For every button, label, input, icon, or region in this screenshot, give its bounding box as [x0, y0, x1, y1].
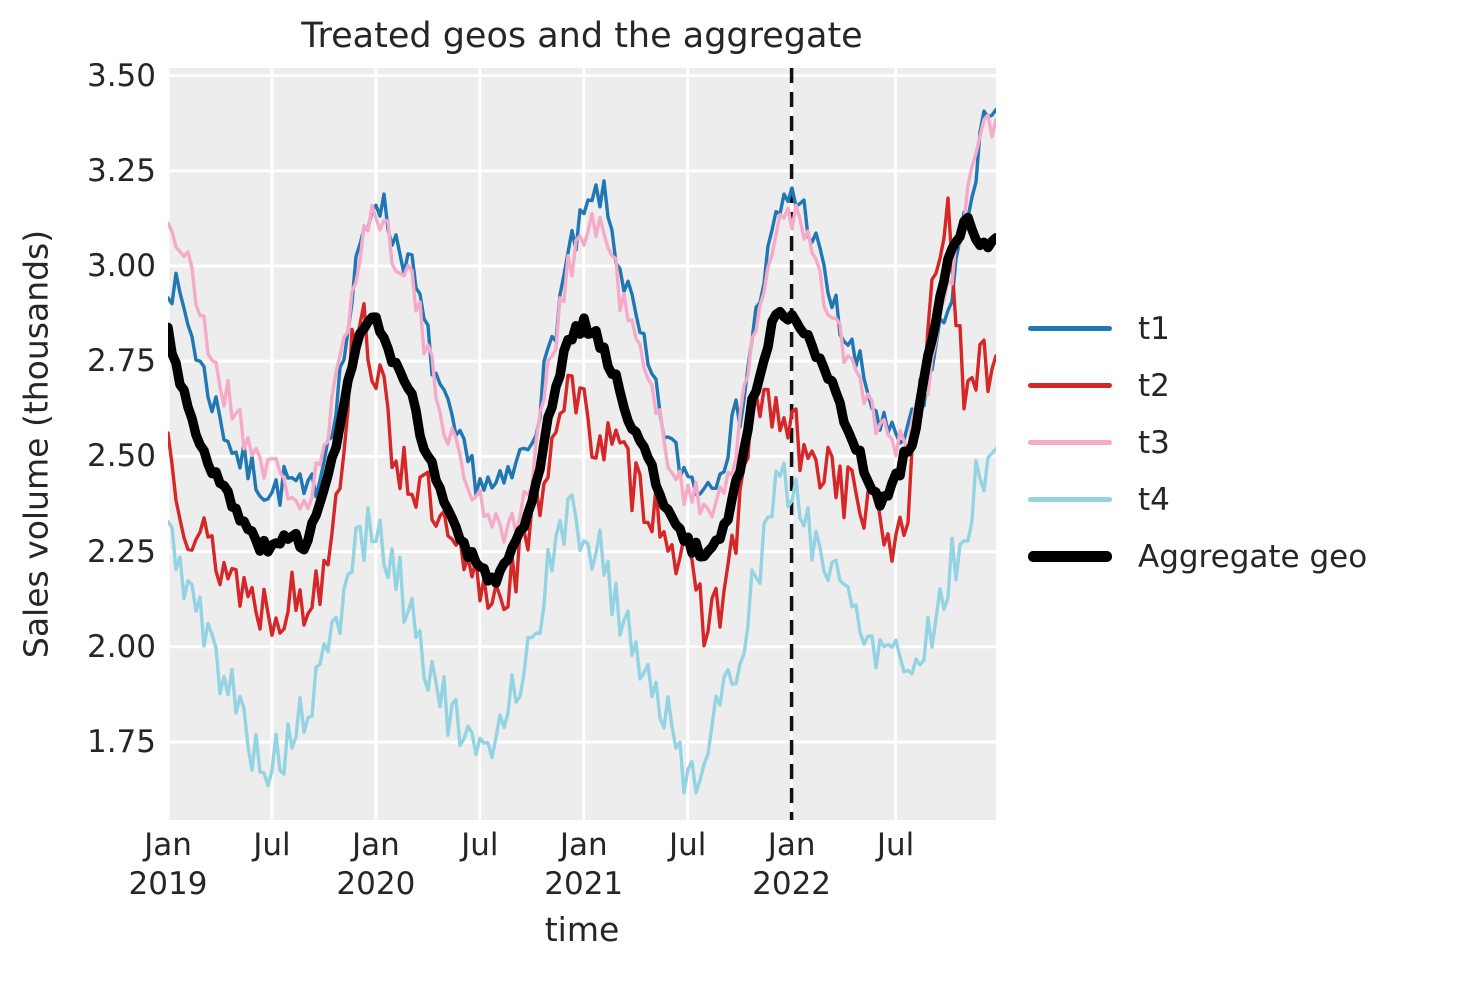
legend-label-t1: t1 — [1138, 310, 1170, 347]
y-tick-label: 3.25 — [86, 152, 156, 189]
x-tick-label: Jul — [876, 827, 915, 863]
y-tick-label: 3.50 — [86, 57, 156, 94]
x-tick-label: Jan 2020 — [336, 827, 416, 902]
y-tick-label: 2.75 — [86, 343, 156, 380]
x-tick-label: Jul — [461, 827, 499, 863]
x-tick-label: Jul — [253, 827, 291, 863]
legend-label-t3: t3 — [1138, 424, 1170, 461]
series-line-t2 — [168, 196, 996, 648]
legend-item-t2: t2 — [1028, 357, 1367, 414]
y-tick-label: 2.25 — [86, 533, 156, 570]
x-tick-label: Jan 2019 — [128, 827, 208, 902]
legend-line-icon — [1028, 326, 1112, 331]
legend-label-t4: t4 — [1138, 481, 1170, 518]
legend-line-icon — [1028, 440, 1112, 445]
legend-line-icon — [1028, 383, 1112, 388]
y-tick-label: 2.00 — [86, 628, 156, 665]
legend: t1 t2 t3 t4 Aggregate geo — [1028, 300, 1367, 585]
series-line-t3 — [168, 113, 996, 544]
legend-line-icon — [1028, 497, 1112, 502]
legend-label-aggregate-geo: Aggregate geo — [1138, 538, 1368, 575]
legend-item-t1: t1 — [1028, 300, 1367, 357]
legend-item-t3: t3 — [1028, 414, 1367, 471]
legend-line-icon — [1028, 551, 1112, 562]
x-tick-label: Jan 2022 — [752, 827, 832, 902]
legend-item-t4: t4 — [1028, 471, 1367, 528]
y-tick-label: 1.75 — [86, 723, 156, 760]
series-line-t4 — [168, 447, 996, 795]
legend-item-aggregate-geo: Aggregate geo — [1028, 528, 1367, 585]
x-axis-label: time — [544, 910, 620, 949]
legend-label-t2: t2 — [1138, 367, 1170, 404]
series-line-aggregate-geo — [168, 212, 996, 588]
series-line-t1 — [168, 107, 996, 507]
x-tick-label: Jan 2021 — [544, 827, 624, 902]
plot-area-background — [168, 68, 996, 820]
y-tick-label: 3.00 — [86, 247, 156, 284]
y-tick-label: 2.50 — [86, 438, 156, 475]
chart-title: Treated geos and the aggregate — [301, 16, 863, 56]
x-tick-label: Jul — [668, 827, 707, 863]
